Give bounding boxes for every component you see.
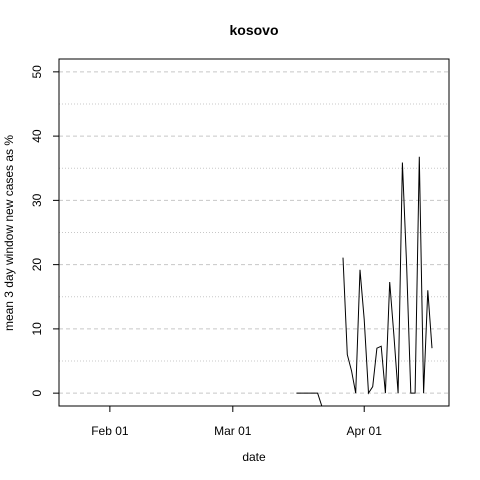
- x-tick-label: Feb 01: [91, 424, 129, 438]
- y-tick-label: 20: [30, 258, 44, 272]
- x-tick-label: Mar 01: [214, 424, 252, 438]
- series-line: [342, 156, 433, 395]
- x-axis-label: date: [242, 450, 266, 464]
- y-tick-label: 10: [30, 322, 44, 336]
- y-tick-label: 30: [30, 193, 44, 207]
- y-tick-label: 40: [30, 129, 44, 143]
- x-axis: Feb 01 Mar 01 Apr 01: [91, 406, 382, 438]
- series-line: [296, 392, 323, 407]
- y-axis-label: mean 3 day window new cases as %: [2, 135, 16, 331]
- chart-title: kosovo: [229, 22, 278, 38]
- series-layer: [296, 156, 433, 407]
- plot-frame: [58, 58, 450, 407]
- grid: [59, 71, 449, 394]
- y-tick-label: 50: [30, 65, 44, 79]
- y-tick-label: 0: [30, 389, 44, 396]
- y-axis: 0 10 20 30 40 50: [30, 65, 59, 396]
- x-tick-label: Apr 01: [347, 424, 383, 438]
